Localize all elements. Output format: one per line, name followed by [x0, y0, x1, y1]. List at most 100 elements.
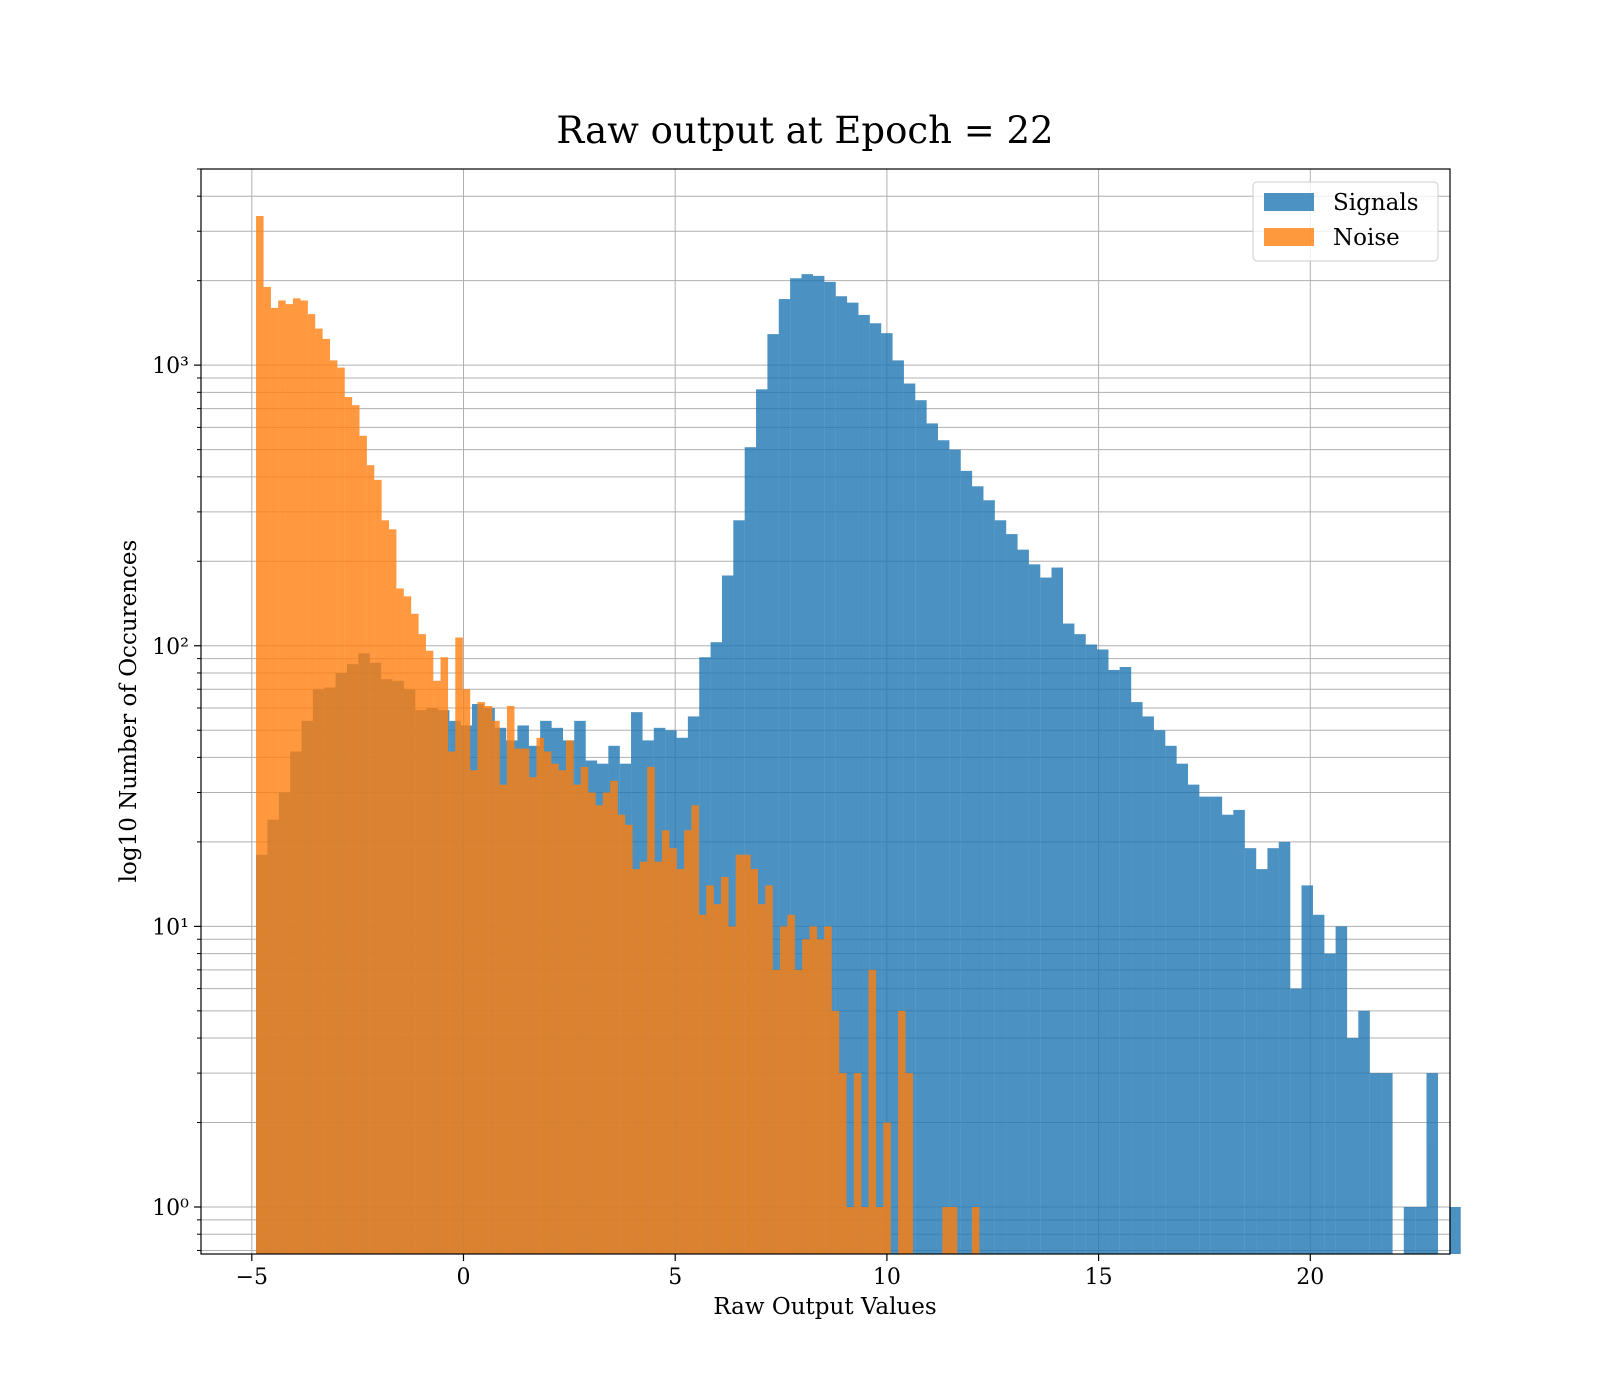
bar-noise — [684, 830, 692, 1254]
bar-noise — [551, 763, 559, 1254]
bar-noise — [329, 360, 338, 1254]
bar-noise — [743, 854, 751, 1254]
bar-signals — [1028, 564, 1041, 1254]
bar-noise — [809, 926, 818, 1254]
plot-frame — [200, 168, 1451, 1255]
bar-signals — [1108, 669, 1120, 1254]
bar-noise — [359, 435, 367, 1254]
bar-signals — [1312, 914, 1325, 1254]
bar-noise — [824, 926, 832, 1254]
bar-signals — [994, 520, 1007, 1254]
x-tick-label: 0 — [457, 1265, 471, 1290]
bar-signals — [1346, 1038, 1359, 1254]
bar-signals — [971, 486, 984, 1255]
bar-noise — [735, 854, 744, 1254]
bar-noise — [883, 1122, 891, 1254]
legend-label-noise: Noise — [1333, 225, 1400, 251]
bar-signals — [1403, 1206, 1416, 1254]
bar-noise — [315, 328, 323, 1254]
legend: Signals Noise — [1252, 181, 1439, 262]
x-tick-label: −5 — [236, 1265, 268, 1290]
bar-noise — [787, 914, 795, 1254]
bar-signals — [903, 383, 916, 1254]
bar-signals — [1119, 667, 1132, 1254]
bar-signals — [1267, 848, 1279, 1254]
bar-noise — [433, 680, 441, 1254]
bar-noise — [595, 805, 604, 1254]
bar-signals — [1221, 814, 1234, 1254]
bar-signals — [1085, 644, 1098, 1254]
bar-signals — [1210, 796, 1223, 1254]
bar-noise — [263, 286, 271, 1255]
bar-signals — [1142, 716, 1154, 1254]
bar-signals — [1301, 885, 1314, 1254]
bar-signals — [790, 278, 802, 1254]
bar-signals — [1199, 796, 1211, 1254]
bar-noise — [470, 770, 478, 1254]
bar-signals — [1244, 848, 1257, 1254]
y-tick-label: 10³ — [152, 354, 189, 379]
bar-signals — [1415, 1206, 1427, 1254]
bar-noise — [388, 529, 397, 1254]
bar-signals — [892, 360, 904, 1254]
bar-noise — [757, 904, 766, 1254]
bar-signals — [1278, 841, 1291, 1254]
series-noise — [256, 216, 980, 1255]
bar-noise — [971, 1206, 980, 1254]
bar-noise — [477, 702, 485, 1254]
bar-signals — [937, 440, 950, 1255]
bar-noise — [396, 588, 404, 1254]
bar-noise — [853, 1073, 862, 1254]
bar-noise — [374, 479, 382, 1255]
bar-noise — [558, 770, 567, 1254]
bar-signals — [869, 323, 882, 1254]
bar-signals — [1165, 745, 1177, 1254]
bar-noise — [602, 792, 611, 1254]
bar-noise — [292, 298, 301, 1254]
x-axis-label: Raw Output Values — [713, 1294, 936, 1320]
bar-noise — [750, 869, 759, 1254]
bar-noise — [831, 1010, 840, 1254]
bar-noise — [521, 748, 530, 1254]
bar-noise — [654, 861, 663, 1254]
bar-signals — [767, 334, 779, 1254]
bar-signals — [915, 400, 927, 1254]
bar-noise — [905, 1073, 913, 1254]
bar-noise — [625, 824, 633, 1254]
bar-noise — [632, 869, 640, 1254]
ticks-layer: −5 0 5 10 15 20 10⁰ 10¹ 10² 10³ — [152, 168, 1324, 1290]
x-tick-label: 10 — [873, 1265, 901, 1290]
bar-noise — [462, 689, 471, 1254]
bar-noise — [573, 784, 581, 1254]
bar-noise — [506, 706, 515, 1254]
bar-signals — [1369, 1073, 1382, 1254]
bar-noise — [868, 969, 877, 1254]
bar-signals — [835, 296, 848, 1255]
bar-noise — [366, 465, 375, 1255]
bar-noise — [543, 751, 552, 1254]
bar-signals — [1131, 702, 1143, 1254]
bar-noise — [322, 338, 330, 1254]
bar-noise — [698, 914, 707, 1254]
bar-noise — [898, 1010, 906, 1254]
bar-noise — [676, 869, 685, 1254]
bar-signals — [1176, 763, 1189, 1254]
bar-noise — [691, 805, 699, 1254]
y-tick-label: 10⁰ — [152, 1196, 189, 1221]
bar-signals — [846, 302, 859, 1254]
bar-signals — [1290, 988, 1302, 1254]
bar-signals — [949, 449, 961, 1254]
bar-noise — [588, 792, 596, 1254]
bar-signals — [824, 281, 836, 1254]
y-tick-label: 10¹ — [152, 915, 189, 940]
bar-noise — [949, 1206, 958, 1254]
y-axis-label: log10 Number of Occurences — [116, 540, 142, 883]
bar-signals — [1358, 1010, 1370, 1254]
legend-swatch-signals — [1264, 193, 1314, 211]
bar-signals — [1256, 869, 1268, 1254]
bar-noise — [617, 814, 626, 1254]
bar-signals — [1335, 926, 1348, 1254]
bar-noise — [802, 939, 810, 1254]
bar-noise — [270, 307, 279, 1254]
